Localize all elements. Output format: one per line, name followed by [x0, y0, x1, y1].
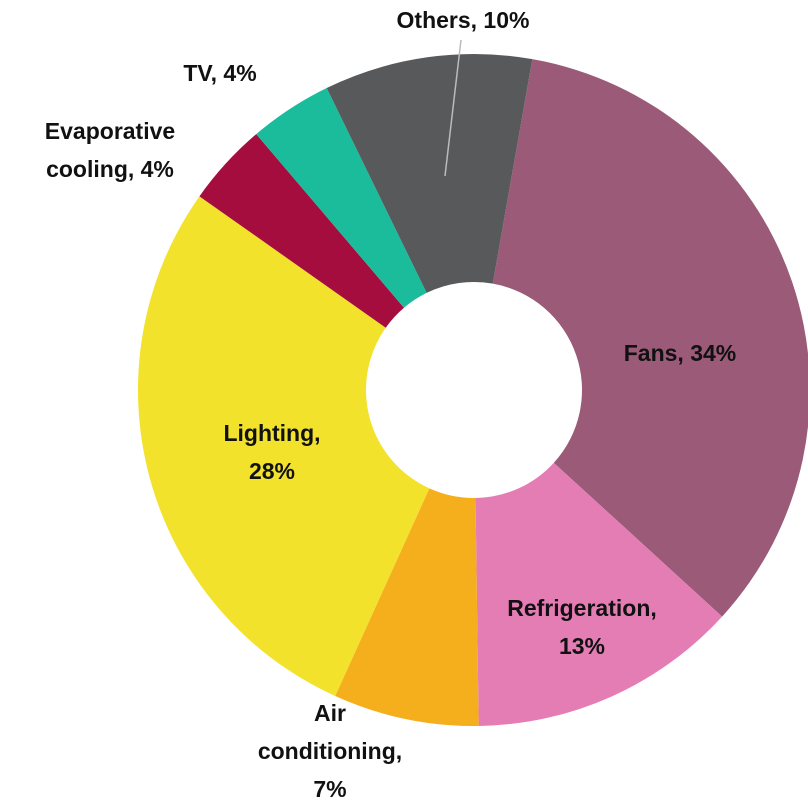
donut-segment [256, 88, 427, 308]
segment-label: Refrigeration, [507, 595, 657, 621]
segment-label: Fans, 34% [624, 340, 737, 366]
leader-line [444, 39, 462, 177]
donut-segment [137, 196, 430, 696]
segment-label: Air [314, 700, 346, 726]
segment-label: 7% [313, 776, 346, 802]
donut-segment [335, 488, 479, 726]
segment-label: 28% [249, 458, 295, 484]
segment-label: Lighting, [223, 420, 320, 446]
donut-segment [492, 59, 808, 617]
segment-label: TV, 4% [183, 60, 256, 86]
donut-segment [326, 53, 533, 293]
segment-label: 13% [559, 633, 605, 659]
segment-label: Evaporative [45, 118, 175, 144]
donut-segment [475, 462, 723, 726]
segment-label: cooling, 4% [46, 156, 174, 182]
segment-label: Others, 10% [397, 7, 530, 33]
segment-label: conditioning, [258, 738, 402, 764]
donut-segment [199, 134, 405, 328]
